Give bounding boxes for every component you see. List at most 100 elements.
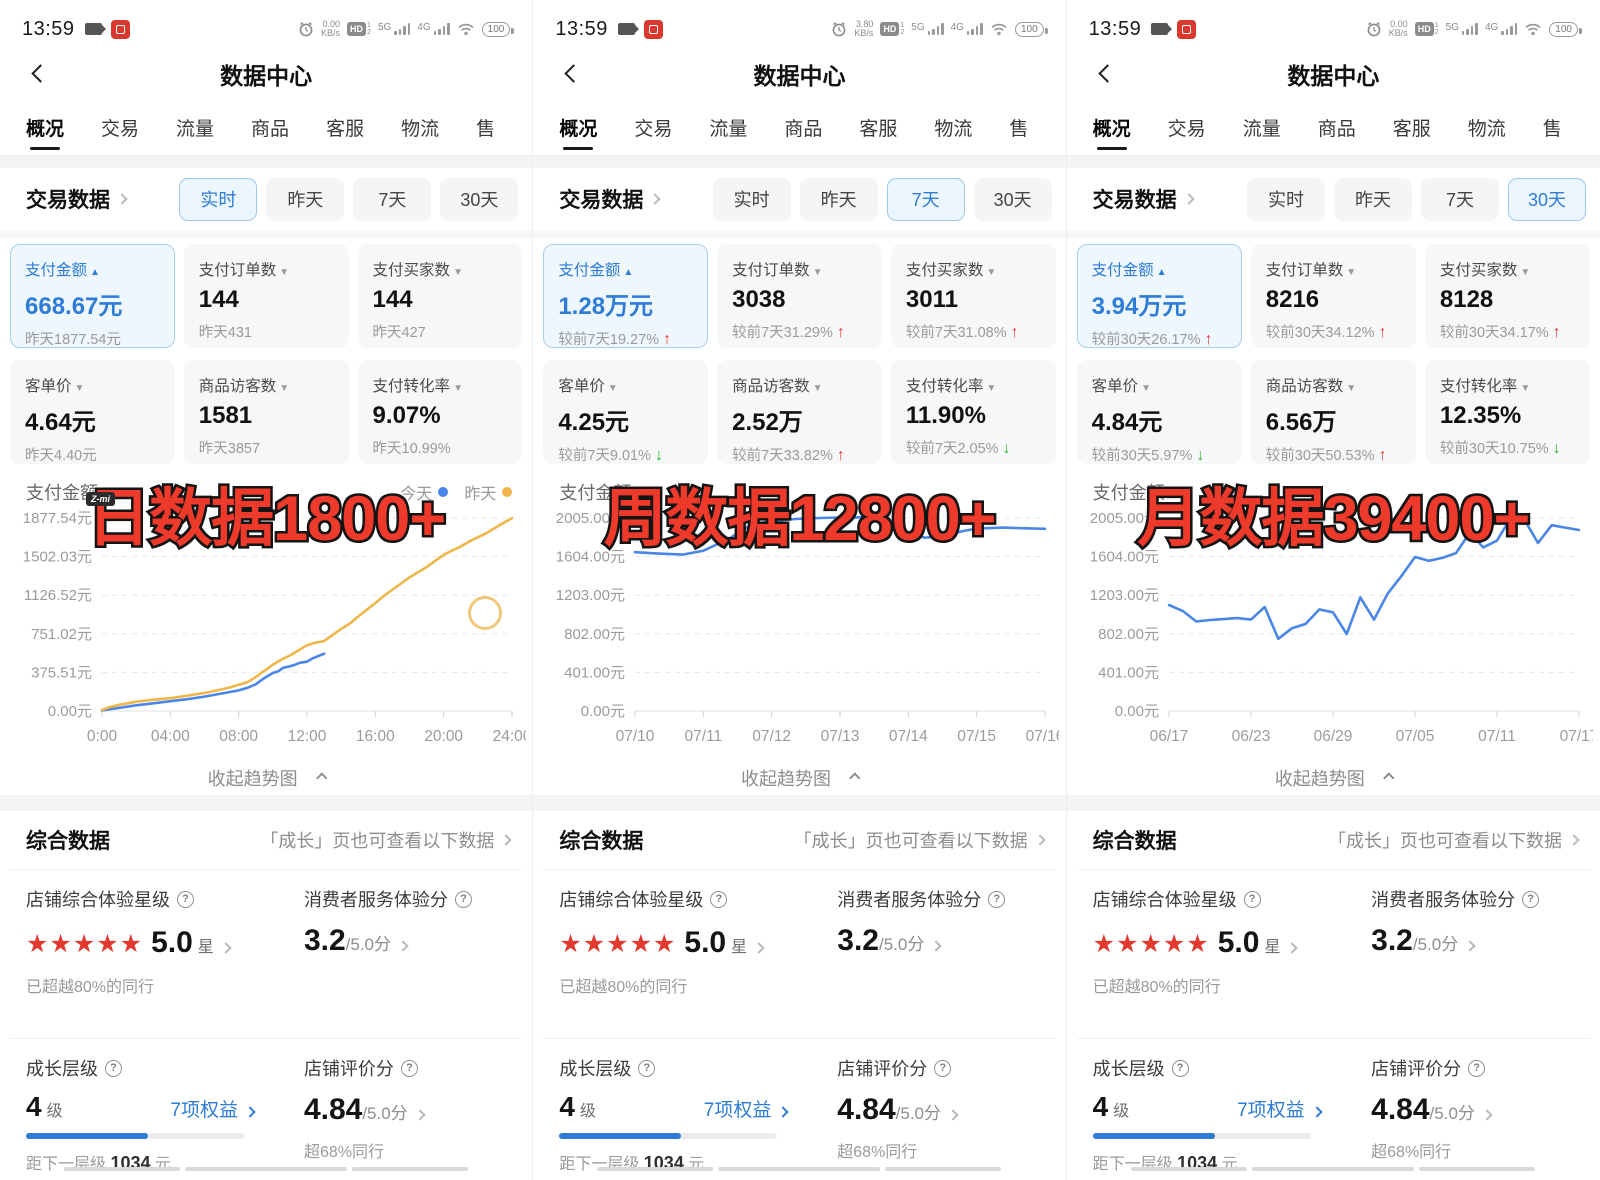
tab-service[interactable]: 客服 bbox=[859, 119, 898, 140]
metric-card-pay-amount[interactable]: 支付金额 ▲ 1.28万元 较前7天19.27% ↑ bbox=[543, 244, 709, 348]
tab-logistics[interactable]: 物流 bbox=[1467, 119, 1506, 140]
collapse-trend-button[interactable]: 收起趋势图 bbox=[533, 761, 1065, 795]
tab-overview[interactable]: 概况 bbox=[26, 100, 64, 155]
filter-30days[interactable]: 30天 bbox=[440, 177, 519, 221]
metric-card-conversion[interactable]: 支付转化率 ▼ 12.35% 较前30天10.75% ↓ bbox=[1424, 360, 1590, 464]
filter-30days[interactable]: 30天 bbox=[1507, 177, 1586, 221]
chevron-right-icon[interactable] bbox=[500, 833, 512, 846]
growth-page-link[interactable]: 「成长」页也可查看以下数据 bbox=[793, 831, 1028, 851]
back-button[interactable] bbox=[26, 62, 50, 86]
question-icon[interactable]: ? bbox=[400, 1059, 418, 1077]
metric-card-pay-buyers[interactable]: 支付买家数 ▼ 144 昨天427 bbox=[357, 244, 523, 348]
tab-service[interactable]: 客服 bbox=[1392, 119, 1431, 140]
benefits-link[interactable]: 7项权益 bbox=[703, 1100, 772, 1121]
filter-yesterday[interactable]: 昨天 bbox=[799, 177, 878, 221]
trend-line-chart[interactable]: 2005.00元 1604.00元 1203.00元 802.00元 401.00元 0.… bbox=[1073, 506, 1593, 761]
chevron-right-icon[interactable] bbox=[244, 1106, 256, 1118]
trade-data-title[interactable]: 交易数据 bbox=[26, 189, 110, 212]
metric-card-pay-buyers[interactable]: 支付买家数 ▼ 3011 较前7天31.08% ↑ bbox=[890, 244, 1056, 348]
tab-goods[interactable]: 商品 bbox=[1317, 119, 1356, 140]
question-icon[interactable]: ? bbox=[177, 890, 194, 908]
question-icon[interactable]: ? bbox=[988, 890, 1006, 908]
filter-realtime[interactable]: 实时 bbox=[712, 177, 791, 221]
chevron-right-icon[interactable] bbox=[777, 1106, 789, 1118]
filter-30days[interactable]: 30天 bbox=[973, 177, 1052, 221]
question-icon[interactable]: ? bbox=[105, 1059, 122, 1077]
metric-card-avg-order[interactable]: 客单价 ▼ 4.25元 较前7天9.01% ↓ bbox=[543, 360, 709, 464]
tab-overview[interactable]: 概况 bbox=[559, 100, 597, 155]
shop-rating-value[interactable]: 4.84 /5.0分 bbox=[837, 1093, 1055, 1127]
tab-trade[interactable]: 交易 bbox=[101, 119, 140, 140]
tab-goods[interactable]: 商品 bbox=[784, 119, 823, 140]
shop-star-rating[interactable]: ★★★★★ 5.0 星 bbox=[1093, 926, 1372, 960]
tab-traffic[interactable]: 流量 bbox=[176, 119, 215, 140]
back-button[interactable] bbox=[559, 62, 584, 86]
question-icon[interactable]: ? bbox=[1243, 890, 1261, 908]
question-icon[interactable]: ? bbox=[638, 1059, 656, 1077]
tab-logistics[interactable]: 物流 bbox=[401, 119, 440, 140]
service-score-value[interactable]: 3.2 /5.0分 bbox=[837, 924, 1055, 958]
collapse-trend-button[interactable]: 收起趋势图 bbox=[1067, 761, 1600, 795]
legend-item[interactable]: 今天 bbox=[400, 480, 449, 504]
collapse-trend-button[interactable]: 收起趋势图 bbox=[0, 761, 532, 795]
question-icon[interactable]: ? bbox=[1171, 1059, 1189, 1077]
tab-service[interactable]: 客服 bbox=[326, 119, 365, 140]
legend-item[interactable]: 昨天 bbox=[464, 480, 513, 504]
chevron-right-icon[interactable] bbox=[1568, 833, 1580, 846]
tab-overview[interactable]: 概况 bbox=[1093, 100, 1131, 155]
trade-data-title[interactable]: 交易数据 bbox=[559, 189, 644, 212]
growth-page-link[interactable]: 「成长」页也可查看以下数据 bbox=[260, 831, 495, 851]
tab-logistics[interactable]: 物流 bbox=[934, 119, 973, 140]
metric-card-pay-amount[interactable]: 支付金额 ▲ 3.94万元 较前30天26.17% ↑ bbox=[1076, 244, 1242, 348]
chevron-right-icon[interactable] bbox=[1310, 1106, 1323, 1118]
filter-7days[interactable]: 7天 bbox=[353, 177, 432, 221]
metric-card-visitors[interactable]: 商品访客数 ▼ 1581 昨天3857 bbox=[183, 360, 349, 464]
back-button[interactable] bbox=[1093, 62, 1117, 86]
question-icon[interactable]: ? bbox=[1522, 890, 1540, 908]
tab-traffic[interactable]: 流量 bbox=[1242, 119, 1281, 140]
benefits-link[interactable]: 7项权益 bbox=[170, 1100, 238, 1121]
tab-trade[interactable]: 交易 bbox=[634, 119, 673, 140]
question-icon[interactable]: ? bbox=[454, 890, 472, 908]
shop-star-rating[interactable]: ★★★★★ 5.0 星 bbox=[559, 926, 837, 960]
filter-7days[interactable]: 7天 bbox=[886, 177, 965, 221]
tab-trade[interactable]: 交易 bbox=[1167, 119, 1206, 140]
metric-card-visitors[interactable]: 商品访客数 ▼ 6.56万 较前30天50.53% ↑ bbox=[1250, 360, 1416, 464]
tab-aftersale[interactable]: 售 bbox=[1542, 119, 1562, 140]
metric-card-pay-buyers[interactable]: 支付买家数 ▼ 8128 较前30天34.17% ↑ bbox=[1424, 244, 1590, 348]
shop-rating-value[interactable]: 4.84 /5.0分 bbox=[304, 1093, 522, 1127]
metric-card-avg-order[interactable]: 客单价 ▼ 4.84元 较前30天5.97% ↓ bbox=[1076, 360, 1242, 464]
service-score-value[interactable]: 3.2 /5.0分 bbox=[304, 924, 522, 958]
question-icon[interactable]: ? bbox=[1468, 1059, 1486, 1077]
filter-7days[interactable]: 7天 bbox=[1420, 177, 1499, 221]
metric-card-pay-amount[interactable]: 支付金额 ▲ 668.67元 昨天1877.54元 bbox=[10, 244, 175, 348]
metric-card-pay-orders[interactable]: 支付订单数 ▼ 8216 较前30天34.12% ↑ bbox=[1250, 244, 1416, 348]
metric-card-pay-orders[interactable]: 支付订单数 ▼ 144 昨天431 bbox=[183, 244, 349, 348]
chart-legend[interactable]: 今天 昨天 bbox=[400, 480, 513, 504]
back-chevron-icon bbox=[1097, 64, 1117, 83]
metric-card-avg-order[interactable]: 客单价 ▼ 4.64元 昨天4.40元 bbox=[10, 360, 175, 464]
metric-card-pay-orders[interactable]: 支付订单数 ▼ 3038 较前7天31.29% ↑ bbox=[717, 244, 882, 348]
trend-line-chart[interactable]: 2005.00元 1604.00元 1203.00元 802.00元 401.00元 0.… bbox=[539, 506, 1059, 761]
tab-goods[interactable]: 商品 bbox=[251, 119, 290, 140]
trade-data-title[interactable]: 交易数据 bbox=[1092, 189, 1177, 212]
shop-star-rating[interactable]: ★★★★★ 5.0 星 bbox=[26, 926, 304, 960]
tab-traffic[interactable]: 流量 bbox=[709, 119, 748, 140]
shop-rating-value[interactable]: 4.84 /5.0分 bbox=[1371, 1093, 1590, 1127]
metric-card-conversion[interactable]: 支付转化率 ▼ 11.90% 较前7天2.05% ↓ bbox=[890, 360, 1056, 464]
benefits-link[interactable]: 7项权益 bbox=[1237, 1100, 1305, 1121]
growth-page-link[interactable]: 「成长」页也可查看以下数据 bbox=[1327, 831, 1562, 851]
filter-realtime[interactable]: 实时 bbox=[179, 177, 258, 221]
chevron-right-icon[interactable] bbox=[1033, 833, 1046, 846]
filter-yesterday[interactable]: 昨天 bbox=[266, 177, 345, 221]
metric-card-visitors[interactable]: 商品访客数 ▼ 2.52万 较前7天33.82% ↑ bbox=[717, 360, 882, 464]
trend-line-chart[interactable]: 1877.54元 1502.03元 1126.52元 751.02元 375.51元 0.… bbox=[6, 506, 526, 761]
service-score-value[interactable]: 3.2 /5.0分 bbox=[1371, 924, 1590, 958]
metric-card-conversion[interactable]: 支付转化率 ▼ 9.07% 昨天10.99% bbox=[357, 360, 523, 464]
filter-yesterday[interactable]: 昨天 bbox=[1333, 177, 1412, 221]
tab-aftersale[interactable]: 售 bbox=[1009, 119, 1029, 140]
tab-aftersale[interactable]: 售 bbox=[476, 119, 496, 140]
question-icon[interactable]: ? bbox=[710, 890, 728, 908]
filter-realtime[interactable]: 实时 bbox=[1246, 177, 1325, 221]
question-icon[interactable]: ? bbox=[934, 1059, 952, 1077]
